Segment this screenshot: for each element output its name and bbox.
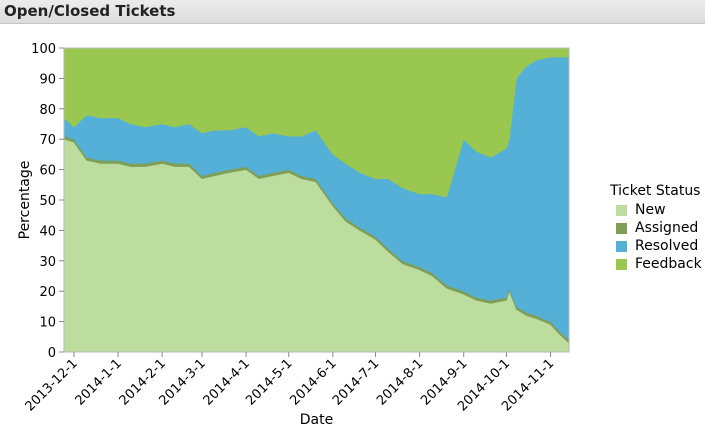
- legend: Ticket Status New Assigned Resolved Feed…: [610, 183, 702, 273]
- y-tick-label: 10: [39, 316, 56, 331]
- y-tick-label: 60: [39, 164, 56, 179]
- y-tick-label: 20: [39, 285, 56, 300]
- y-tick-label: 80: [39, 103, 56, 118]
- legend-title: Ticket Status: [610, 183, 701, 199]
- x-axis-title: Date: [300, 412, 333, 428]
- x-tick-label: 2014-5-1: [243, 356, 295, 408]
- y-tick-label: 50: [39, 194, 56, 209]
- x-tick-label: 2014-1-1: [73, 356, 125, 408]
- chart-areas: [63, 47, 570, 353]
- legend-swatch-feedback: [616, 258, 627, 270]
- legend-item-assigned[interactable]: Assigned: [610, 219, 702, 237]
- panel-header: Open/Closed Tickets: [0, 0, 705, 24]
- stacked-area-chart: 0 10 20 30 40 50 60 70 80 90 100 2013-12-12014-1-1…: [17, 42, 570, 428]
- y-tick-label: 40: [39, 224, 56, 239]
- legend-item-resolved[interactable]: Resolved: [610, 237, 702, 255]
- legend-label-assigned: Assigned: [635, 220, 699, 236]
- panel-title: Open/Closed Tickets: [4, 2, 176, 20]
- x-tick-label: 2014-7-1: [330, 356, 382, 408]
- legend-label-feedback: Feedback: [635, 256, 702, 272]
- legend-swatch-new: [616, 204, 627, 216]
- y-axis: 0 10 20 30 40 50 60 70 80 90 100: [31, 42, 64, 361]
- y-tick-label: 70: [39, 133, 56, 148]
- y-axis-title: Percentage: [17, 161, 33, 240]
- legend-swatch-assigned: [616, 222, 627, 234]
- y-tick-label: 90: [39, 72, 56, 87]
- legend-swatch-resolved: [616, 240, 627, 252]
- legend-item-new[interactable]: New: [610, 201, 702, 219]
- y-tick-label: 30: [39, 255, 56, 270]
- x-tick-label: 2014-8-1: [374, 356, 426, 408]
- y-tick-label: 100: [31, 42, 56, 57]
- legend-label-resolved: Resolved: [635, 238, 699, 254]
- legend-item-feedback[interactable]: Feedback: [610, 255, 702, 273]
- legend-label-new: New: [635, 202, 666, 218]
- x-axis: 2013-12-12014-1-12014-2-12014-3-12014-4-…: [23, 352, 557, 414]
- x-tick-label: 2013-12-1: [23, 356, 81, 414]
- y-tick-label: 0: [48, 346, 56, 361]
